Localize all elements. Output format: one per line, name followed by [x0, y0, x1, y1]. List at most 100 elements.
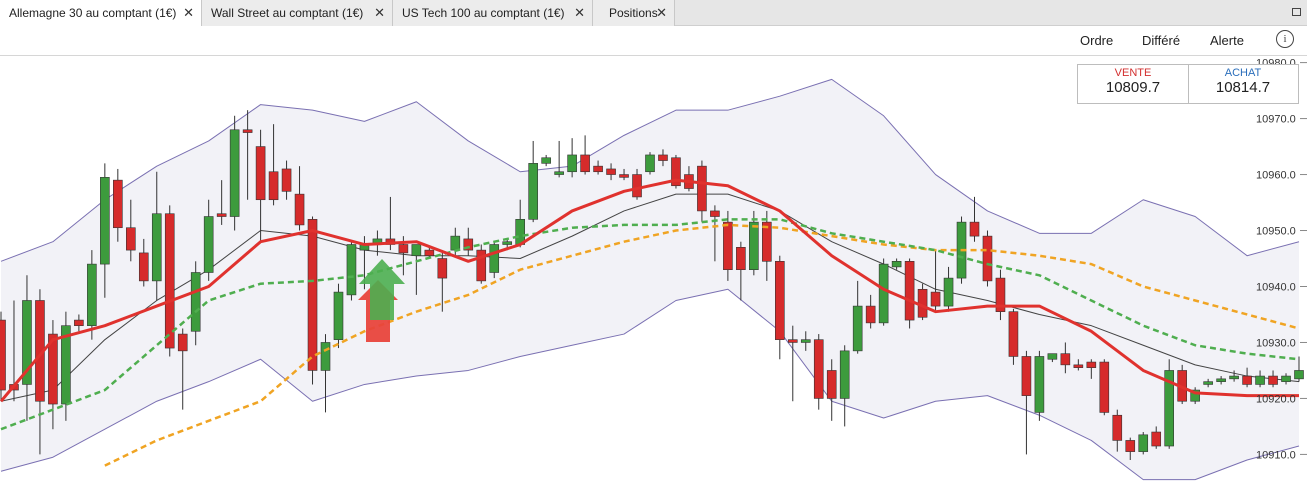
- buy-arrow: [359, 259, 405, 320]
- deferred-button[interactable]: Différé: [1142, 33, 1181, 48]
- candle-body: [307, 219, 318, 371]
- candle-body: [113, 179, 123, 229]
- candle-body: [852, 305, 863, 352]
- candle-body: [294, 193, 305, 226]
- candle-body: [229, 129, 240, 217]
- candle-body: [774, 261, 785, 340]
- y-tick-label: 10930.0: [1256, 337, 1296, 349]
- candle-body: [255, 146, 266, 201]
- candle-body: [904, 261, 915, 321]
- candle-body: [1099, 361, 1110, 413]
- y-tick-label: 10920.0: [1256, 393, 1296, 405]
- y-tick-label: 10970.0: [1256, 114, 1296, 126]
- candle-body: [645, 154, 655, 173]
- candle-body: [619, 174, 629, 178]
- trade-arrows-icon: [358, 259, 405, 342]
- candle-body: [1125, 440, 1136, 452]
- candle-body: [320, 342, 331, 371]
- indicator-line: [0, 178, 1299, 403]
- info-button[interactable]: i: [1276, 30, 1294, 48]
- candle-body: [749, 221, 759, 271]
- candle-body: [1268, 375, 1278, 385]
- candle-body: [528, 163, 538, 220]
- candle-body: [411, 244, 422, 257]
- candle-body: [1255, 375, 1265, 385]
- indicator-line: [0, 288, 1300, 481]
- sell-button[interactable]: VENTE 10809.7: [1078, 65, 1189, 103]
- candle-body: [697, 165, 707, 212]
- candle-body: [190, 272, 201, 332]
- order-button[interactable]: Ordre: [1080, 33, 1114, 48]
- candle-body: [632, 174, 642, 198]
- candle-body: [710, 210, 720, 217]
- candle-body: [281, 168, 292, 192]
- candle-body: [593, 165, 603, 173]
- window-restore[interactable]: [1292, 8, 1301, 16]
- candle-body: [333, 291, 344, 340]
- candle-body: [1203, 381, 1213, 385]
- indicator-line: [104, 223, 1300, 467]
- candle-body: [450, 235, 461, 251]
- candle-body: [736, 247, 746, 271]
- tab-close[interactable]: ✕: [183, 5, 194, 20]
- candle-body: [1151, 431, 1162, 447]
- buy-price: 10814.7: [1215, 79, 1271, 96]
- candle-body: [567, 154, 577, 173]
- sell-price: 10809.7: [1105, 79, 1161, 96]
- candle-body: [61, 325, 71, 405]
- candle-body: [87, 263, 97, 326]
- alert-button[interactable]: Alerte: [1210, 33, 1244, 48]
- candle-body: [787, 339, 798, 343]
- candle-body: [48, 333, 58, 405]
- candle-body: [476, 249, 487, 282]
- candle-body: [891, 261, 902, 268]
- candle-body: [969, 221, 980, 237]
- indicator-line: [0, 78, 1300, 262]
- indicator-line: [0, 193, 1300, 402]
- candle-body: [203, 216, 214, 273]
- buy-button[interactable]: ACHAT 10814.7: [1188, 65, 1298, 103]
- candle-body: [0, 319, 6, 391]
- candle-body: [177, 333, 188, 352]
- candle-body: [502, 241, 513, 245]
- tab[interactable]: US Tech 100 au comptant (1€) ✕: [393, 0, 593, 26]
- tab-close[interactable]: ✕: [374, 5, 385, 20]
- y-tick-label: 10960.0: [1256, 170, 1296, 182]
- tab-label: Positions: [609, 6, 658, 20]
- tab-close[interactable]: ✕: [656, 5, 667, 20]
- y-tick-label: 10940.0: [1256, 281, 1296, 293]
- candle-body: [671, 157, 681, 187]
- candle-body: [1242, 375, 1252, 385]
- candle-body: [723, 221, 733, 271]
- candle-body: [489, 244, 500, 273]
- candle-body: [242, 129, 253, 133]
- candle-body: [995, 277, 1006, 312]
- tab-label: Wall Street au comptant (1€): [211, 6, 364, 20]
- candle-body: [424, 249, 435, 257]
- candle-body: [138, 252, 149, 282]
- candle-body: [164, 213, 175, 349]
- candle-body: [1086, 361, 1097, 368]
- tab-close[interactable]: ✕: [574, 5, 585, 20]
- candle-body: [151, 213, 162, 282]
- candle-body: [1281, 375, 1291, 382]
- tab-label: US Tech 100 au comptant (1€): [402, 6, 565, 20]
- candle-body: [100, 177, 110, 265]
- buy-label: ACHAT: [1224, 67, 1262, 79]
- candle-body: [398, 244, 409, 254]
- candle-body: [658, 154, 668, 161]
- candle-body: [930, 291, 941, 307]
- tab[interactable]: Positions ✕: [593, 0, 675, 26]
- candle-body: [1294, 370, 1304, 380]
- y-tick-label: 10910.0: [1256, 449, 1296, 461]
- tab[interactable]: Wall Street au comptant (1€) ✕: [202, 0, 393, 26]
- indicator-line: [0, 218, 1300, 431]
- candle-body: [1138, 434, 1149, 452]
- candle-body: [1034, 356, 1045, 413]
- y-tick-label: 10950.0: [1256, 226, 1296, 238]
- tab[interactable]: Allemagne 30 au comptant (1€) ✕: [0, 0, 202, 27]
- candle-body: [1229, 375, 1239, 380]
- candle-body: [1008, 311, 1019, 357]
